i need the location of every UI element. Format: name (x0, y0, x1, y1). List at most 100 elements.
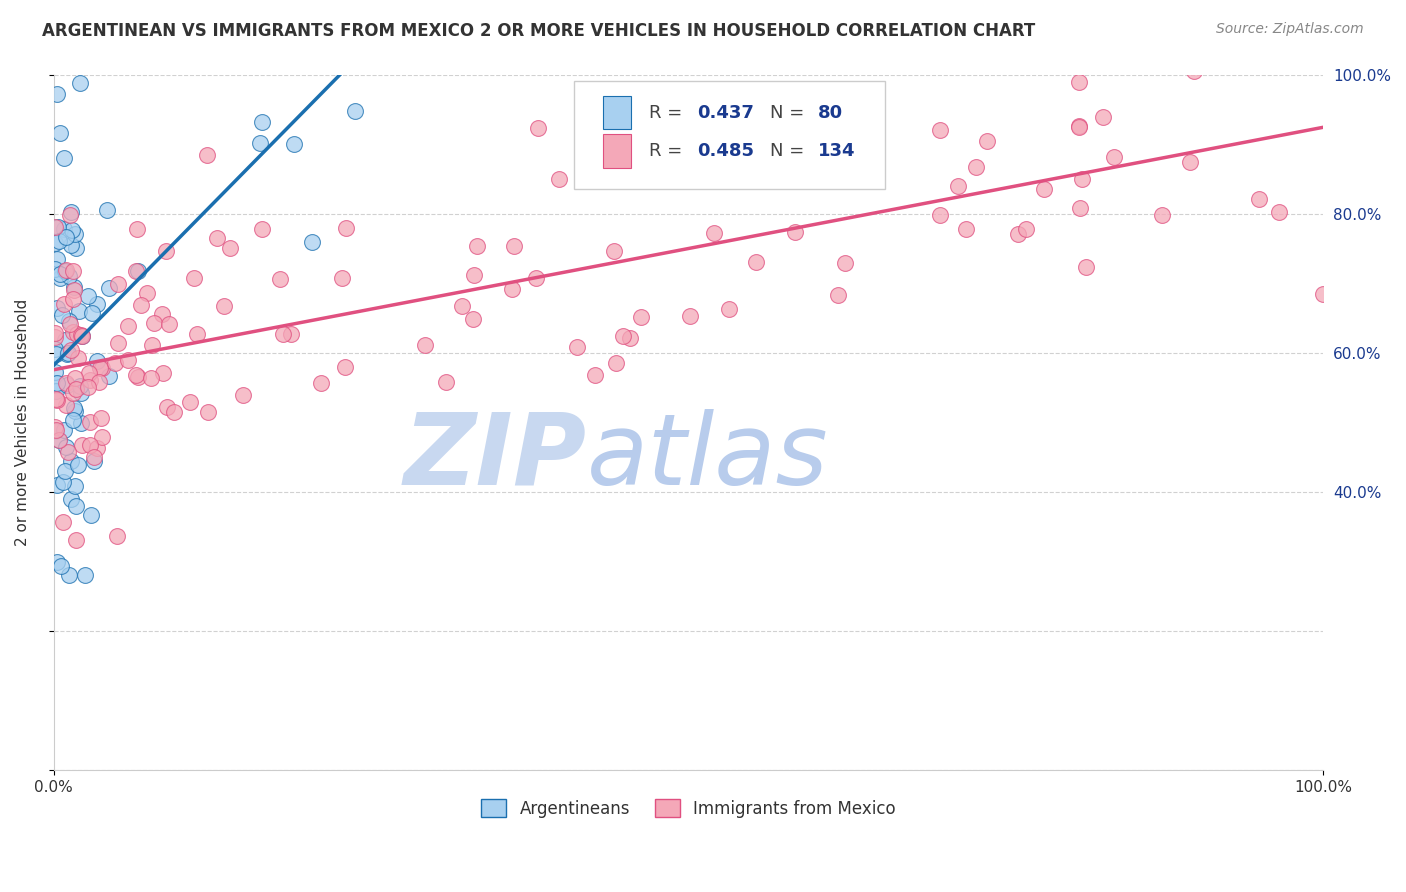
Text: 0.485: 0.485 (697, 142, 755, 160)
Point (89, 376, 111, 390)
Point (65, 371, 87, 385)
Point (280, 327, 302, 342)
Point (461, 312, 484, 326)
Point (44, 376, 66, 390)
Text: ARGENTINEAN VS IMMIGRANTS FROM MEXICO 2 OR MORE VEHICLES IN HOUSEHOLD CORRELATIO: ARGENTINEAN VS IMMIGRANTS FROM MEXICO 2 … (42, 22, 1035, 40)
Point (63, 280, 86, 294)
Point (335, 221, 357, 235)
Point (60, 223, 83, 237)
Point (630, 310, 652, 325)
Point (60, 491, 83, 506)
Text: atlas: atlas (586, 409, 828, 506)
Point (107, 277, 129, 291)
Point (1091, 110, 1114, 124)
Point (63, 479, 86, 493)
Y-axis label: 2 or more Vehicles in Household: 2 or more Vehicles in Household (15, 299, 30, 546)
Point (834, 256, 856, 270)
Point (186, 326, 208, 341)
Point (63, 404, 86, 418)
Point (44, 343, 66, 357)
Point (703, 226, 725, 240)
Point (745, 255, 768, 269)
Legend: Argentineans, Immigrants from Mexico: Argentineans, Immigrants from Mexico (474, 793, 903, 824)
Point (783, 225, 806, 239)
Point (1076, 260, 1098, 274)
Point (83, 450, 105, 464)
Text: N =: N = (769, 142, 810, 160)
Point (80, 508, 103, 523)
Point (45, 423, 67, 437)
Point (141, 337, 163, 351)
Point (59, 208, 82, 222)
Point (45, 555, 67, 569)
Point (1180, 155, 1202, 169)
Text: R =: R = (650, 103, 688, 122)
Point (53, 333, 76, 347)
Point (548, 172, 571, 186)
Point (107, 336, 129, 351)
Point (284, 54, 307, 68)
Point (451, 299, 474, 313)
Point (76, 288, 98, 302)
Point (301, 235, 323, 249)
Point (45, 393, 67, 408)
Point (69, 379, 91, 393)
Point (283, 54, 305, 68)
Point (86, 297, 108, 311)
Point (503, 239, 526, 253)
Point (807, 127, 830, 141)
Point (97, 281, 120, 295)
Point (46, 220, 69, 235)
Point (69, 76, 91, 90)
Point (619, 331, 641, 345)
Point (117, 353, 139, 368)
Point (58, 314, 80, 328)
Point (333, 54, 356, 68)
Point (56, 347, 79, 361)
Point (55, 440, 77, 454)
Point (117, 318, 139, 333)
Point (79, 415, 101, 429)
Point (413, 338, 436, 352)
Point (67, 304, 90, 318)
Point (1267, 205, 1289, 219)
Text: 80: 80 (818, 103, 844, 122)
Point (44, 424, 66, 438)
Point (335, 359, 357, 374)
Point (283, 136, 305, 151)
Point (86, 354, 108, 368)
Point (1014, 221, 1036, 235)
Point (976, 134, 998, 148)
Point (56, 378, 79, 392)
Point (465, 239, 488, 253)
Point (700, 122, 723, 136)
Point (183, 270, 205, 285)
Point (52, 515, 75, 529)
Point (44, 261, 66, 276)
Point (1067, 120, 1090, 135)
Point (46, 376, 69, 390)
Point (1069, 75, 1091, 89)
Point (46, 252, 69, 266)
Point (1206, 33, 1229, 47)
Point (218, 241, 240, 255)
Point (104, 356, 127, 370)
Point (62, 264, 84, 278)
Point (45, 87, 67, 102)
Point (66, 351, 89, 365)
Point (212, 299, 235, 313)
Point (163, 404, 186, 418)
Point (232, 388, 254, 402)
Point (583, 368, 606, 382)
Point (53, 222, 76, 236)
Point (679, 309, 702, 323)
Text: ZIP: ZIP (404, 409, 586, 506)
Point (65, 241, 87, 255)
Point (52, 151, 75, 165)
Point (150, 307, 173, 321)
Point (1069, 119, 1091, 133)
Point (309, 376, 332, 391)
Point (1102, 150, 1125, 164)
Point (63, 401, 86, 416)
Point (311, 54, 333, 68)
